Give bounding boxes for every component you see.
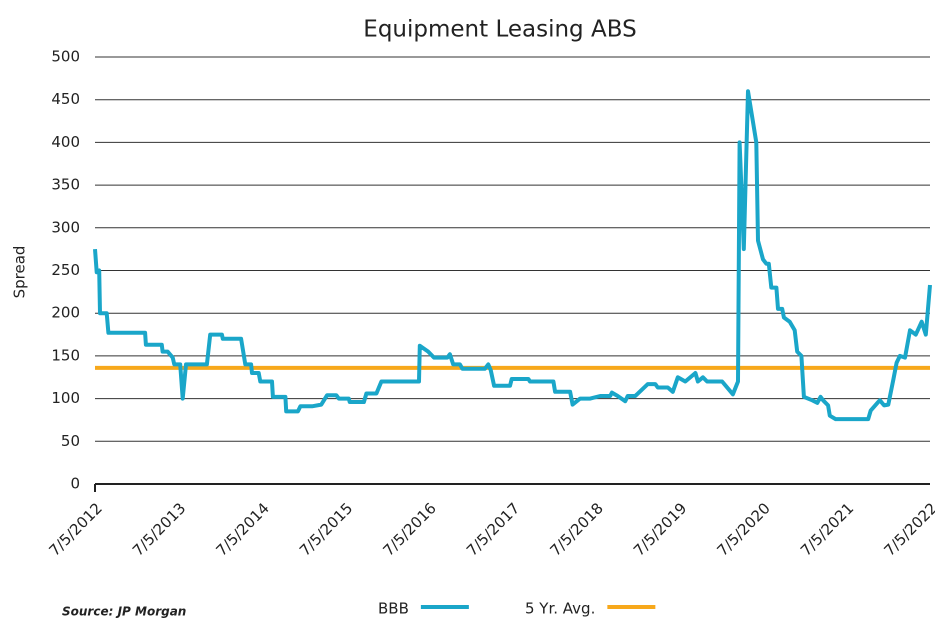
x-tick-label: 7/5/2013 — [129, 499, 189, 559]
x-tick-label: 7/5/2014 — [212, 499, 272, 559]
legend-label: BBB — [378, 600, 409, 618]
y-axis-label: Spread — [11, 246, 29, 299]
y-tick-label: 200 — [51, 304, 80, 322]
x-tick-label: 7/5/2018 — [546, 499, 606, 559]
legend-label: 5 Yr. Avg. — [525, 600, 595, 618]
y-tick-label: 0 — [70, 475, 80, 493]
x-tick-label: 7/5/2022 — [880, 499, 935, 559]
x-tick-label: 7/5/2019 — [630, 499, 690, 559]
y-tick-label: 350 — [51, 176, 80, 194]
x-tick-label: 7/5/2017 — [463, 499, 523, 559]
x-tick-label: 7/5/2015 — [296, 499, 356, 559]
y-tick-label: 300 — [51, 218, 80, 236]
y-tick-label: 250 — [51, 261, 80, 279]
x-tick-label: 7/5/2021 — [797, 499, 857, 559]
x-tick-label: 7/5/2012 — [45, 499, 105, 559]
y-tick-label: 50 — [61, 432, 80, 450]
y-tick-label: 150 — [51, 346, 80, 364]
chart-title: Equipment Leasing ABS — [363, 17, 636, 43]
x-tick-label: 7/5/2016 — [379, 499, 439, 559]
y-tick-label: 500 — [51, 48, 80, 66]
y-tick-label: 450 — [51, 90, 80, 108]
y-tick-label: 100 — [51, 389, 80, 407]
y-tick-label: 400 — [51, 133, 80, 151]
source-note: Source: JP Morgan — [62, 605, 186, 619]
series-line — [93, 89, 932, 422]
x-tick-label: 7/5/2020 — [713, 499, 773, 559]
